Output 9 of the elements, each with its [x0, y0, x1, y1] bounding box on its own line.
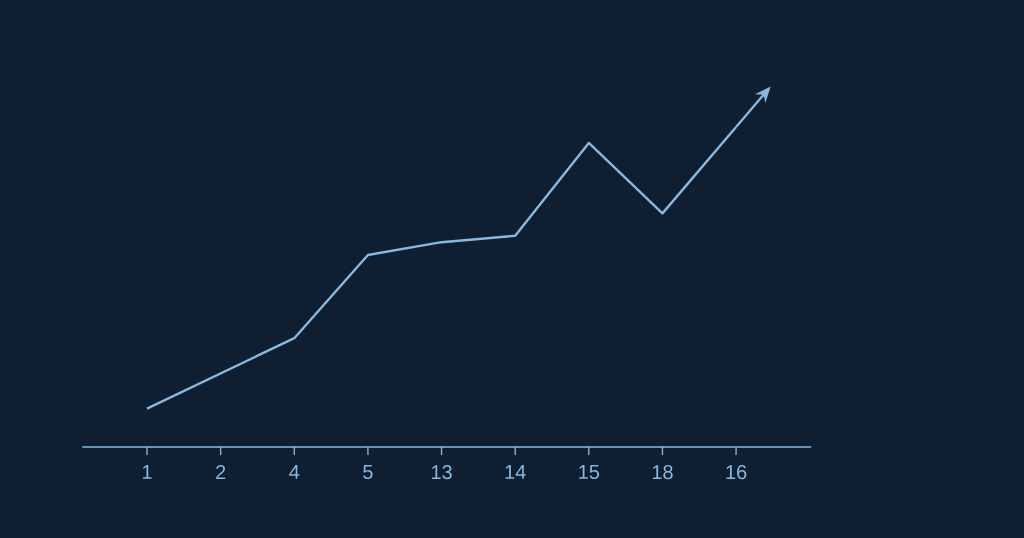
x-tick-label: 16 [726, 465, 747, 480]
x-tick-label: 18 [652, 465, 673, 480]
x-tick-label: 5 [363, 465, 373, 479]
x-tick-label: 15 [579, 465, 600, 479]
x-tick-label: 4 [289, 465, 300, 479]
x-tick-label: 13 [431, 465, 452, 480]
x-tick-label: 1 [142, 465, 152, 479]
x-tick-label: 2 [216, 465, 226, 479]
x-tick-label: 14 [505, 465, 526, 479]
